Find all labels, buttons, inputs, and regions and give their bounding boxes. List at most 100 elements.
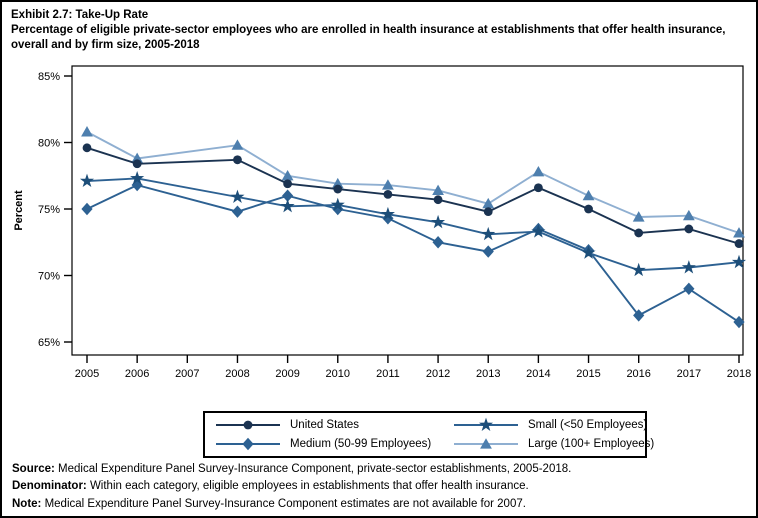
note-text: Medical Expenditure Panel Survey-Insuran… bbox=[41, 497, 526, 510]
exhibit-subtitle: Percentage of eligible private-sector em… bbox=[11, 24, 726, 52]
circle-marker-icon bbox=[533, 183, 543, 193]
denominator-text: Within each category, eligible employees… bbox=[86, 480, 529, 493]
diamond-marker-icon bbox=[81, 202, 93, 216]
triangle-marker-icon bbox=[682, 209, 695, 221]
exhibit-header: Exhibit 2.7: Take-Up Rate Percentage of … bbox=[11, 8, 751, 54]
legend-item-medium-firms: Medium (50-99 Employees) bbox=[215, 436, 453, 452]
y-tick-label: 80% bbox=[38, 138, 60, 150]
star-marker-icon bbox=[478, 417, 494, 431]
x-tick-label: 2014 bbox=[526, 368, 550, 380]
circle-marker-icon bbox=[333, 184, 343, 194]
triangle-marker-icon bbox=[81, 126, 93, 137]
triangle-marker-icon bbox=[231, 139, 244, 150]
legend-item-large-firms: Large (100+ Employees) bbox=[453, 436, 654, 452]
diamond-marker-icon bbox=[231, 205, 244, 218]
x-tick-label: 2013 bbox=[476, 368, 500, 380]
circle-marker-icon bbox=[684, 224, 694, 234]
triangle-marker-icon bbox=[482, 197, 495, 209]
star-marker-icon bbox=[731, 254, 747, 269]
denominator-label: Denominator: bbox=[12, 480, 87, 493]
source-text: Medical Expenditure Panel Survey-Insuran… bbox=[54, 463, 572, 475]
note-label: Note: bbox=[12, 497, 42, 510]
footnotes: Source: Medical Expenditure Panel Survey… bbox=[12, 461, 752, 513]
triangle-marker-icon bbox=[432, 184, 444, 195]
star-marker-icon bbox=[130, 171, 145, 185]
diamond-marker-icon bbox=[733, 315, 745, 329]
circle-marker-icon bbox=[483, 207, 493, 217]
series-line bbox=[86, 177, 740, 272]
circle-marker-icon bbox=[82, 143, 92, 153]
star-marker-icon bbox=[431, 214, 446, 229]
circle-marker-icon bbox=[634, 228, 644, 238]
diamond-marker-icon bbox=[242, 437, 254, 451]
star-marker-icon bbox=[531, 224, 546, 238]
star-marker-icon bbox=[681, 260, 696, 274]
x-tick-label: 2011 bbox=[376, 368, 400, 380]
star-marker-icon bbox=[280, 198, 295, 213]
x-tick-label: 2010 bbox=[326, 368, 350, 380]
circle-marker-icon bbox=[283, 179, 293, 189]
diamond-marker-icon bbox=[683, 282, 695, 295]
diamond-marker-icon bbox=[282, 189, 294, 202]
x-tick-label: 2012 bbox=[426, 368, 450, 380]
series-united-states bbox=[82, 143, 744, 248]
y-tick-label: 65% bbox=[38, 337, 60, 349]
x-tick-label: 2007 bbox=[175, 368, 199, 380]
x-tick-label: 2015 bbox=[576, 368, 600, 380]
star-marker-icon bbox=[79, 173, 95, 188]
source-note: Source: Medical Expenditure Panel Survey… bbox=[12, 461, 752, 478]
triangle-marker-icon bbox=[281, 169, 294, 181]
y-axis-label: Percent bbox=[13, 190, 25, 231]
legend-marker-star-icon bbox=[454, 417, 518, 431]
triangle-marker-icon bbox=[733, 227, 745, 238]
exhibit-title: Exhibit 2.7: Take-Up Rate bbox=[11, 9, 149, 21]
circle-marker-icon bbox=[383, 189, 393, 199]
triangle-marker-icon bbox=[331, 177, 344, 189]
legend-marker-circle-icon bbox=[216, 420, 280, 430]
star-marker-icon bbox=[380, 206, 395, 221]
triangle-marker-icon bbox=[532, 165, 545, 177]
star-marker-icon bbox=[581, 245, 596, 259]
circle-marker-icon bbox=[243, 420, 253, 430]
circle-marker-icon bbox=[132, 159, 142, 169]
x-tick-label: 2016 bbox=[626, 368, 650, 380]
legend-label: Small (<50 Employees) bbox=[528, 419, 648, 431]
x-tick-label: 2018 bbox=[727, 368, 751, 380]
diamond-marker-icon bbox=[432, 236, 444, 249]
x-tick-label: 2009 bbox=[275, 368, 299, 380]
y-tick-label: 85% bbox=[38, 71, 60, 83]
diamond-marker-icon bbox=[633, 309, 645, 322]
series-medium-50-99-employees bbox=[81, 178, 745, 329]
triangle-marker-icon bbox=[382, 179, 394, 190]
y-tick-label: 75% bbox=[38, 204, 60, 216]
legend-item-united-states: United States bbox=[215, 417, 453, 433]
availability-note: Note: Medical Expenditure Panel Survey-I… bbox=[12, 496, 752, 513]
plot-frame bbox=[71, 65, 744, 356]
source-label: Source: bbox=[12, 463, 55, 475]
star-marker-icon bbox=[330, 197, 345, 211]
star-marker-icon bbox=[230, 189, 245, 204]
series-small-50-employees bbox=[79, 171, 747, 277]
series-large-100-employees bbox=[81, 126, 745, 238]
triangle-marker-icon bbox=[480, 438, 492, 449]
x-tick-label: 2006 bbox=[125, 368, 149, 380]
legend-label: United States bbox=[290, 419, 360, 431]
triangle-marker-icon bbox=[582, 189, 595, 201]
circle-marker-icon bbox=[233, 155, 242, 165]
legend-marker-diamond-icon bbox=[216, 437, 280, 451]
x-tick-label: 2017 bbox=[677, 368, 701, 380]
x-tick-label: 2005 bbox=[75, 368, 99, 380]
legend-item-small-firms: Small (<50 Employees) bbox=[453, 417, 654, 433]
legend-label: Medium (50-99 Employees) bbox=[290, 438, 432, 450]
chart-legend: United States Small (<50 Employees) Medi… bbox=[203, 411, 654, 458]
take-up-rate-line-chart: 85% 80% 75% 70% 65% 2005 2006 2007 2008 2009 2010 2… bbox=[13, 65, 751, 380]
legend-label: Large (100+ Employees) bbox=[528, 438, 655, 450]
series-line bbox=[86, 146, 740, 245]
diamond-marker-icon bbox=[382, 212, 394, 225]
star-marker-icon bbox=[631, 262, 646, 277]
series-line bbox=[86, 184, 740, 323]
circle-marker-icon bbox=[734, 239, 744, 248]
circle-marker-icon bbox=[433, 195, 443, 205]
triangle-marker-icon bbox=[131, 152, 144, 164]
